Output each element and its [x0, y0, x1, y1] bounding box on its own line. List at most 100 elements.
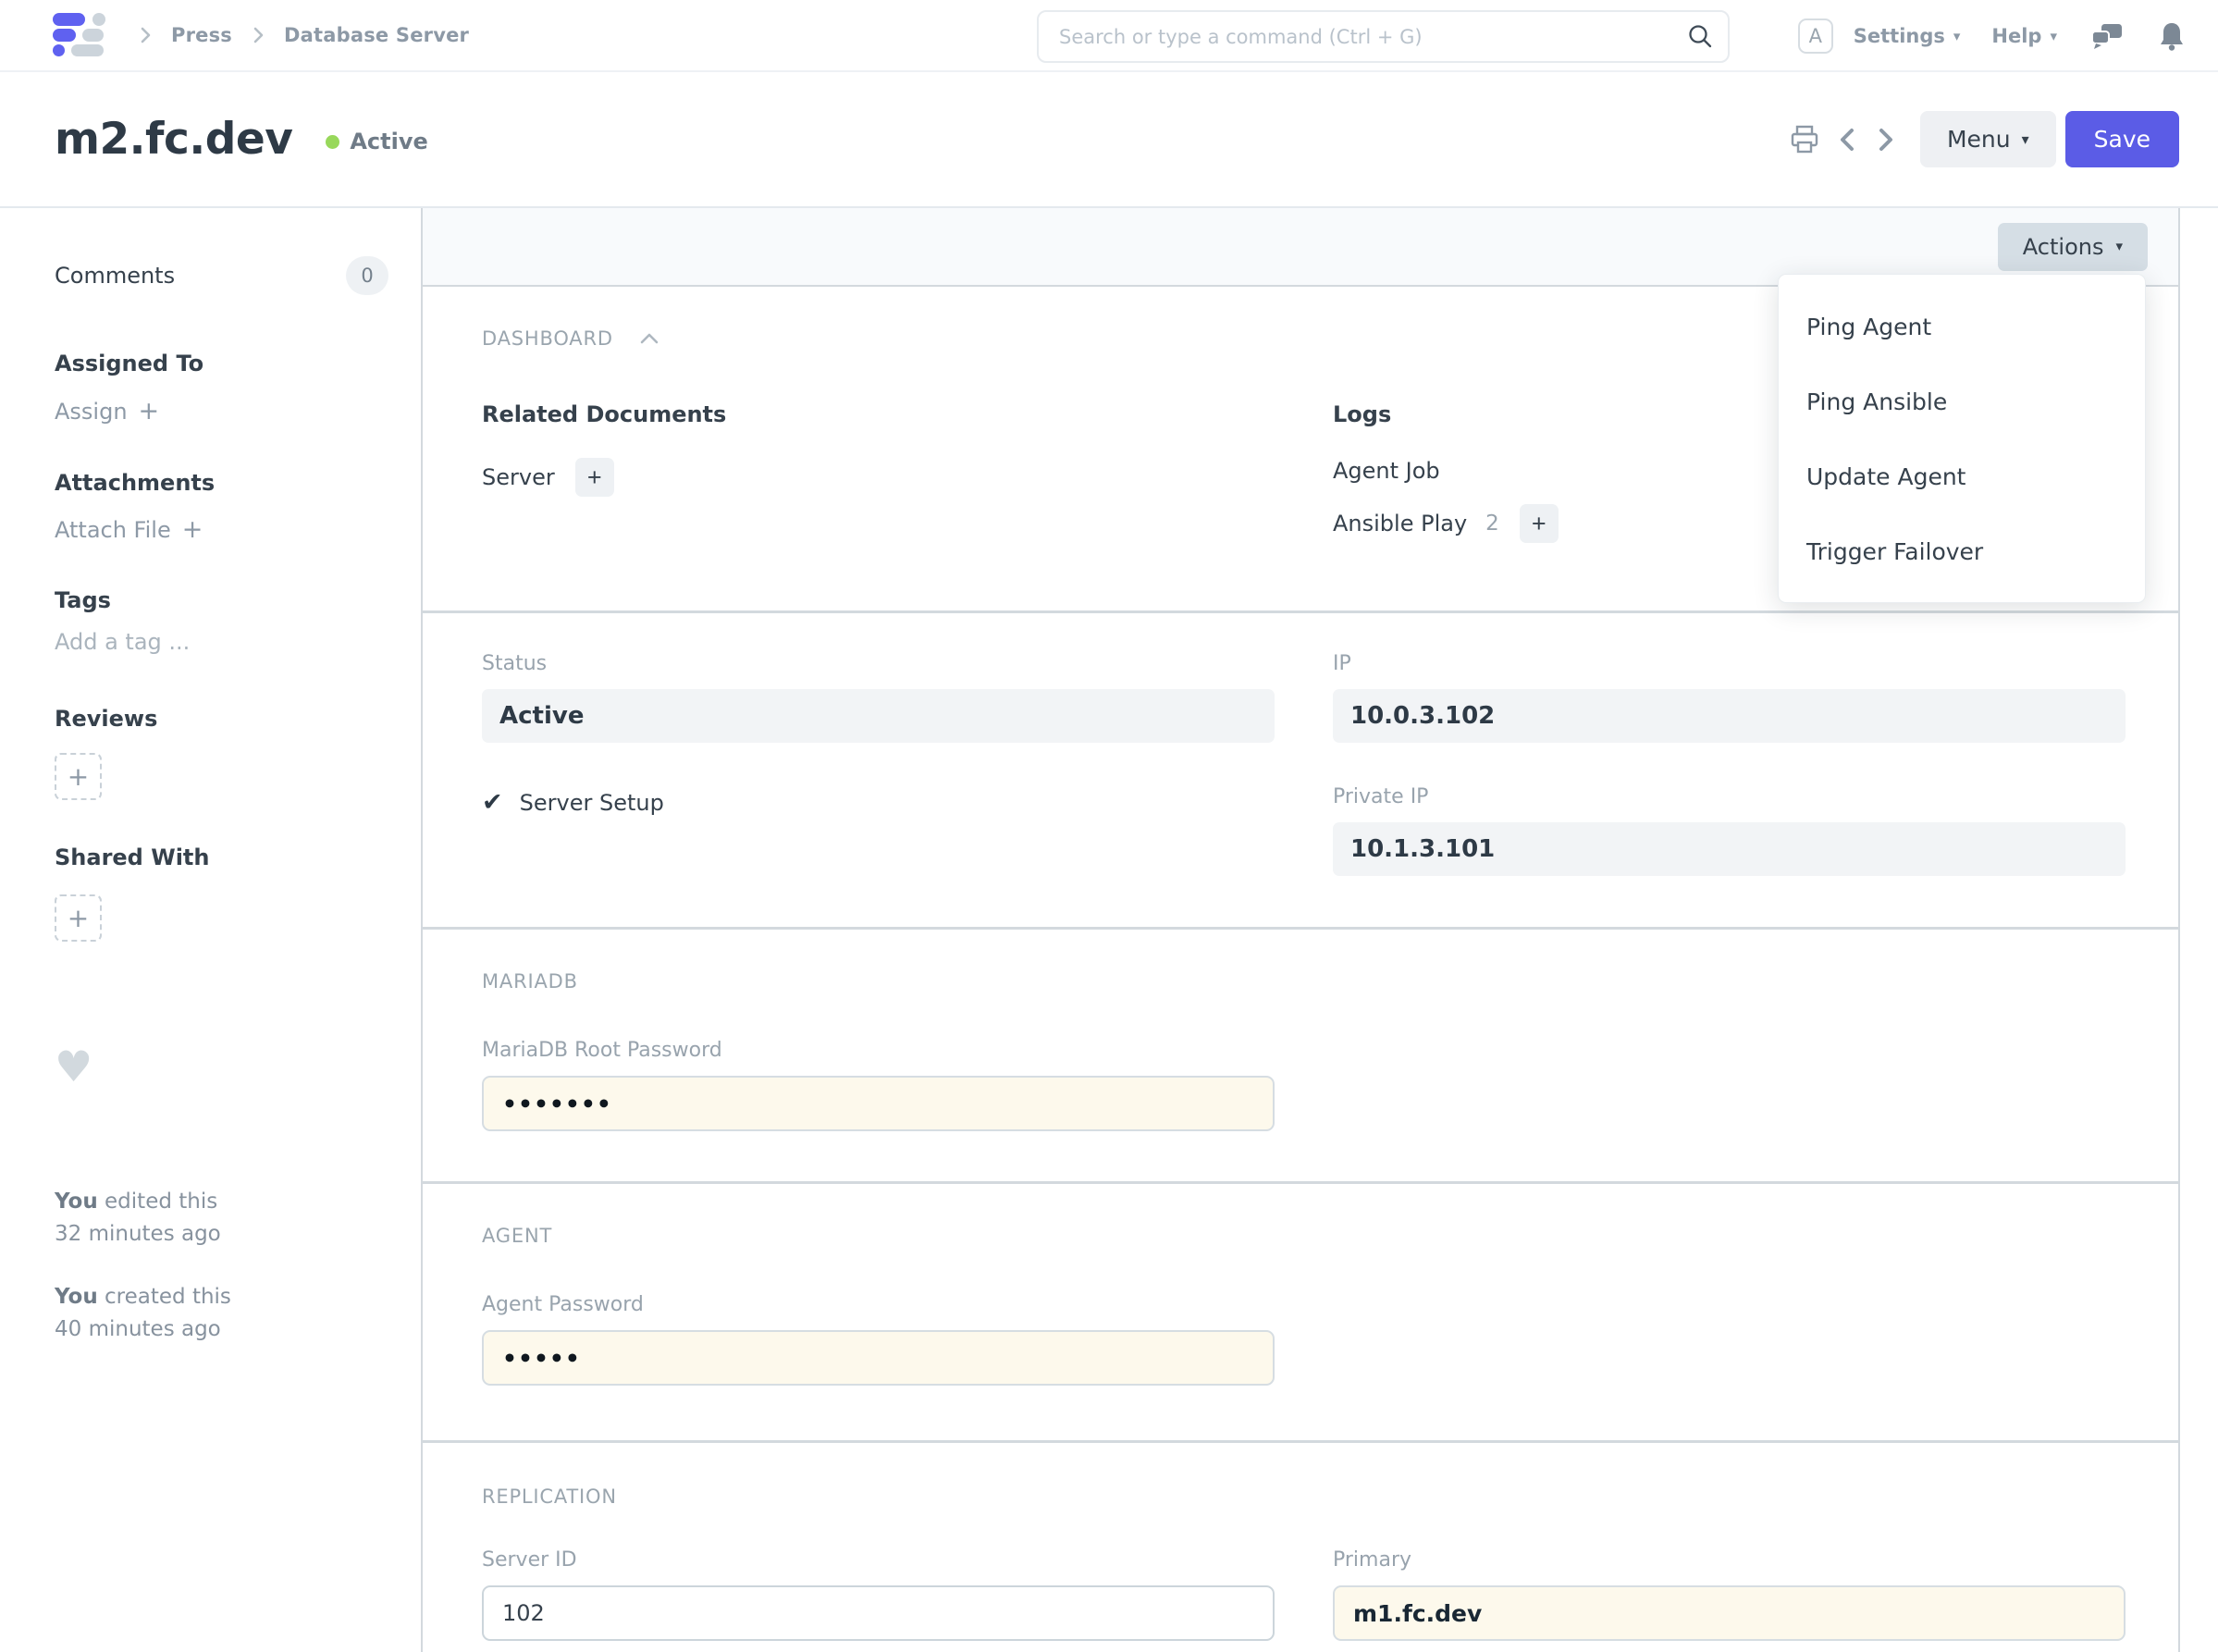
plus-icon: +	[1531, 509, 1546, 537]
navbar: Press Database Server A Settings ▾ Help …	[0, 0, 2218, 72]
global-search	[1037, 10, 1730, 63]
plus-icon: +	[138, 397, 160, 425]
checkmark-icon: ✔	[482, 788, 503, 817]
prev-record-button[interactable]	[1835, 126, 1859, 154]
related-documents-title: Related Documents	[482, 401, 727, 427]
printer-icon	[1791, 125, 1818, 153]
ansible-play-count: 2	[1485, 512, 1499, 536]
form-main: Actions ▾ Ping Agent Ping Ansible Update…	[421, 208, 2180, 1652]
chevron-up-icon[interactable]	[639, 329, 659, 350]
agent-password-input[interactable]: •••••	[482, 1330, 1275, 1386]
assign-button[interactable]: Assign +	[55, 397, 388, 425]
dashboard-heading: DASHBOARD	[482, 327, 613, 350]
private-ip-value: 10.1.3.101	[1350, 835, 1496, 863]
actions-label: Actions	[2022, 233, 2104, 260]
menu-item-update-agent[interactable]: Update Agent	[1806, 463, 1966, 490]
search-input[interactable]	[1037, 10, 1730, 63]
chevron-down-icon: ▾	[1953, 27, 1961, 44]
server-id-input[interactable]: 102	[482, 1585, 1275, 1641]
menu-item-ping-agent[interactable]: Ping Agent	[1806, 314, 1932, 340]
next-record-button[interactable]	[1874, 126, 1898, 154]
reviews-heading: Reviews	[55, 706, 158, 732]
chevron-right-icon	[253, 27, 264, 43]
status-field-label: Status	[482, 652, 548, 675]
agent-heading: AGENT	[482, 1225, 553, 1247]
ip-field: 10.0.3.102	[1333, 689, 2126, 743]
user-avatar[interactable]: A	[1797, 18, 1833, 54]
private-ip-field: 10.1.3.101	[1333, 822, 2126, 876]
mariadb-section: MARIADB MariaDB Root Password •••••••	[423, 927, 2178, 1181]
menu-item-ping-ansible[interactable]: Ping Ansible	[1806, 388, 1948, 415]
related-doc-server-link[interactable]: Server	[482, 464, 555, 490]
like-heart-icon[interactable]: ♥	[55, 1042, 93, 1091]
primary-input[interactable]: m1.fc.dev	[1333, 1585, 2126, 1641]
logs-title: Logs	[1333, 401, 1392, 427]
save-button[interactable]: Save	[2064, 111, 2179, 167]
form-toolbar: Actions ▾	[423, 208, 2178, 287]
attachments-heading: Attachments	[55, 470, 216, 496]
settings-label: Settings	[1853, 25, 1945, 47]
chevron-down-icon: ▾	[2115, 238, 2123, 254]
plus-icon: +	[586, 462, 602, 491]
created-user: You	[55, 1285, 98, 1309]
menu-item-trigger-failover[interactable]: Trigger Failover	[1806, 538, 1984, 565]
settings-menu[interactable]: Settings ▾	[1854, 25, 1961, 47]
menu-label: Menu	[1946, 126, 2011, 153]
actions-button[interactable]: Actions ▾	[1997, 222, 2148, 271]
plus-icon: +	[67, 903, 90, 933]
agent-section: AGENT Agent Password •••••	[423, 1181, 2178, 1440]
attach-file-button[interactable]: Attach File +	[55, 515, 388, 544]
add-ansible-play-button[interactable]: +	[1519, 504, 1559, 543]
dashboard-section: DASHBOARD Related Documents Server +	[423, 287, 2178, 610]
comments-label: Comments	[55, 263, 176, 289]
agent-password-label: Agent Password	[482, 1293, 644, 1316]
server-setup-label: Server Setup	[519, 789, 664, 816]
server-id-label: Server ID	[482, 1548, 577, 1572]
status-value: Active	[499, 702, 585, 730]
status-field: Active	[482, 689, 1275, 743]
app-logo-icon[interactable]	[53, 12, 116, 58]
replication-heading: REPLICATION	[482, 1486, 617, 1508]
ip-field-label: IP	[1333, 652, 1351, 675]
comments-count-badge: 0	[346, 256, 388, 295]
mariadb-heading: MARIADB	[482, 970, 578, 992]
chevron-left-icon	[1840, 128, 1854, 151]
log-agent-job-link[interactable]: Agent Job	[1333, 458, 1440, 484]
add-share-button[interactable]: +	[55, 894, 102, 942]
password-dots: •••••••	[502, 1090, 612, 1117]
help-menu[interactable]: Help ▾	[1991, 25, 2057, 47]
menu-button[interactable]: Menu ▾	[1919, 111, 2056, 167]
chevron-right-icon	[1879, 128, 1892, 151]
breadcrumb-database-server[interactable]: Database Server	[284, 24, 470, 46]
actions-dropdown-menu: Ping Agent Ping Ansible Update Agent Tri…	[1778, 274, 2146, 603]
shared-with-heading: Shared With	[55, 844, 210, 870]
server-setup-checkbox[interactable]: ✔ Server Setup	[482, 788, 1275, 817]
add-review-button[interactable]: +	[55, 753, 102, 800]
search-icon[interactable]	[1687, 23, 1713, 49]
breadcrumb-press[interactable]: Press	[171, 24, 232, 46]
status-dot-icon	[326, 135, 340, 149]
assigned-to-heading: Assigned To	[55, 351, 204, 376]
plus-icon: +	[67, 761, 90, 792]
tags-heading: Tags	[55, 587, 111, 613]
log-ansible-play-link[interactable]: Ansible Play	[1333, 511, 1468, 536]
status-badge: Active	[350, 128, 428, 154]
chat-icon[interactable]	[2090, 19, 2124, 53]
add-tag-input[interactable]: Add a tag ...	[55, 629, 191, 655]
add-server-button[interactable]: +	[574, 458, 614, 497]
help-label: Help	[1991, 25, 2042, 47]
edited-user: You	[55, 1190, 98, 1214]
replication-section: REPLICATION Server ID 102 Primary m1.fc.…	[423, 1440, 2178, 1652]
attach-file-label: Attach File	[55, 516, 171, 543]
mariadb-root-password-input[interactable]: •••••••	[482, 1076, 1275, 1131]
edited-action: edited this	[97, 1190, 218, 1214]
notifications-bell-icon[interactable]	[2155, 19, 2188, 53]
page-head: m2.fc.dev Active Menu ▾ Save	[0, 72, 2218, 208]
mariadb-root-password-label: MariaDB Root Password	[482, 1039, 722, 1062]
comments-row[interactable]: Comments 0	[55, 256, 388, 295]
print-button[interactable]	[1789, 124, 1820, 155]
edited-timestamp: You edited this 32 minutes ago	[55, 1186, 388, 1250]
created-action: created this	[97, 1285, 231, 1309]
primary-label: Primary	[1333, 1548, 1412, 1572]
chevron-down-icon: ▾	[2021, 129, 2029, 148]
